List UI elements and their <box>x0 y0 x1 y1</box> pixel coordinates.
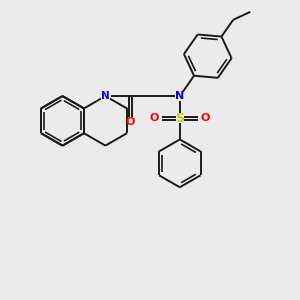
Text: O: O <box>125 117 135 127</box>
Text: O: O <box>200 113 210 123</box>
Text: S: S <box>175 112 184 125</box>
Text: O: O <box>150 113 159 123</box>
Text: N: N <box>101 91 110 101</box>
Text: N: N <box>175 91 184 101</box>
